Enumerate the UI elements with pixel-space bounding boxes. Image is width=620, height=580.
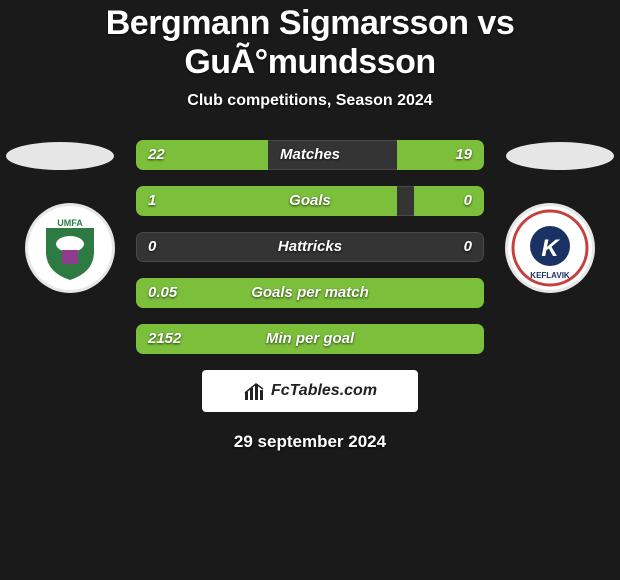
comparison-arena: UMFA K KEFLAVIK 22 Matches 19 [0,140,620,452]
stat-label: Hattricks [136,232,484,262]
brand-logo-box[interactable]: FcTables.com [202,370,418,412]
stat-row: 1 Goals 0 [136,186,484,216]
player-ellipse-right [506,142,614,170]
page-title: Bergmann Sigmarsson vs GuÃ°mundsson [0,0,620,82]
club-crest-left-icon: UMFA [28,206,112,290]
svg-text:K: K [541,235,560,262]
player-ellipse-left [6,142,114,170]
club-badge-left: UMFA [28,206,112,290]
stat-label: Goals [136,186,484,216]
svg-text:UMFA: UMFA [57,218,83,228]
stat-row: 2152 Min per goal [136,324,484,354]
stat-rows: 22 Matches 19 1 Goals 0 0 Hattricks 0 [136,140,484,354]
stat-label: Matches [136,140,484,170]
stat-row: 22 Matches 19 [136,140,484,170]
snapshot-date: 29 september 2024 [0,432,620,452]
club-crest-right-icon: K KEFLAVIK [508,206,592,290]
club-badge-right: K KEFLAVIK [508,206,592,290]
stat-label: Goals per match [136,278,484,308]
svg-text:KEFLAVIK: KEFLAVIK [530,271,570,280]
stat-value-right: 0 [464,232,472,262]
stat-row: 0.05 Goals per match [136,278,484,308]
stat-value-right: 19 [455,140,472,170]
stat-label: Min per goal [136,324,484,354]
chart-bars-icon [243,380,265,402]
page-subtitle: Club competitions, Season 2024 [0,92,620,110]
stat-row: 0 Hattricks 0 [136,232,484,262]
comparison-page: Bergmann Sigmarsson vs GuÃ°mundsson Club… [0,0,620,580]
stat-value-right: 0 [464,186,472,216]
brand-logo-text: FcTables.com [271,382,377,400]
